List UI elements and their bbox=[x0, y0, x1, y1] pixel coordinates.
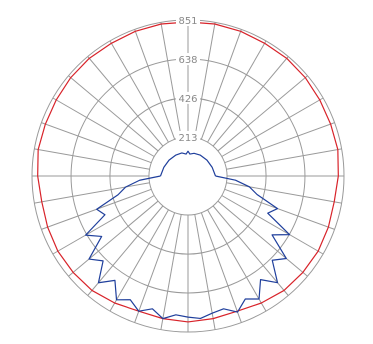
grid-spoke-280 bbox=[34, 148, 150, 170]
grid-spoke-10 bbox=[194, 22, 216, 138]
grid-spoke-120 bbox=[221, 195, 324, 255]
grid-spoke-40 bbox=[212, 56, 289, 147]
grid-spoke-330 bbox=[109, 40, 169, 143]
radial-tick-label-0: 213 bbox=[178, 133, 197, 144]
radial-tick-label-3: 851 bbox=[178, 16, 197, 27]
grid-spoke-350 bbox=[160, 22, 182, 138]
grid-spoke-190 bbox=[160, 214, 182, 330]
grid-spoke-320 bbox=[87, 56, 164, 147]
grid-spoke-260 bbox=[34, 182, 150, 204]
grid-spoke-230 bbox=[68, 200, 159, 277]
grid-spokes bbox=[32, 20, 344, 332]
radial-tick-labels: 213 426 638 851 bbox=[176, 14, 200, 144]
grid-spoke-30 bbox=[207, 40, 267, 143]
series-line-2 bbox=[159, 150, 217, 177]
grid-spoke-70 bbox=[224, 122, 335, 164]
series-layer bbox=[37, 21, 339, 323]
grid-spoke-160 bbox=[200, 212, 242, 323]
grid-spoke-20 bbox=[200, 29, 242, 140]
radial-tick-label-2: 638 bbox=[178, 55, 197, 66]
grid-spoke-220 bbox=[87, 205, 164, 296]
grid-spoke-140 bbox=[212, 205, 289, 296]
grid-spoke-130 bbox=[217, 200, 308, 277]
grid-spoke-170 bbox=[194, 214, 216, 330]
tick-label-bg-2 bbox=[176, 53, 200, 66]
grid-spoke-110 bbox=[224, 188, 335, 230]
grid-spoke-200 bbox=[134, 212, 176, 323]
grid-spoke-310 bbox=[68, 75, 159, 152]
grid-spoke-340 bbox=[134, 29, 176, 140]
radial-tick-label-1: 426 bbox=[178, 94, 197, 105]
grid-spoke-60 bbox=[221, 97, 324, 157]
grid-spoke-290 bbox=[41, 122, 152, 164]
series-line-0 bbox=[37, 21, 339, 323]
grid-spoke-300 bbox=[52, 97, 155, 157]
grid-spoke-150 bbox=[207, 209, 267, 312]
grid-spoke-240 bbox=[52, 195, 155, 255]
grid-spoke-80 bbox=[226, 148, 342, 170]
tick-label-bg-3 bbox=[176, 14, 200, 26]
grid-spoke-210 bbox=[109, 209, 169, 312]
tick-label-bg-0 bbox=[176, 130, 200, 143]
tick-label-bg-1 bbox=[176, 91, 200, 104]
series-line-1 bbox=[85, 175, 291, 320]
grid-spoke-100 bbox=[226, 182, 342, 204]
grid-spoke-50 bbox=[217, 75, 308, 152]
